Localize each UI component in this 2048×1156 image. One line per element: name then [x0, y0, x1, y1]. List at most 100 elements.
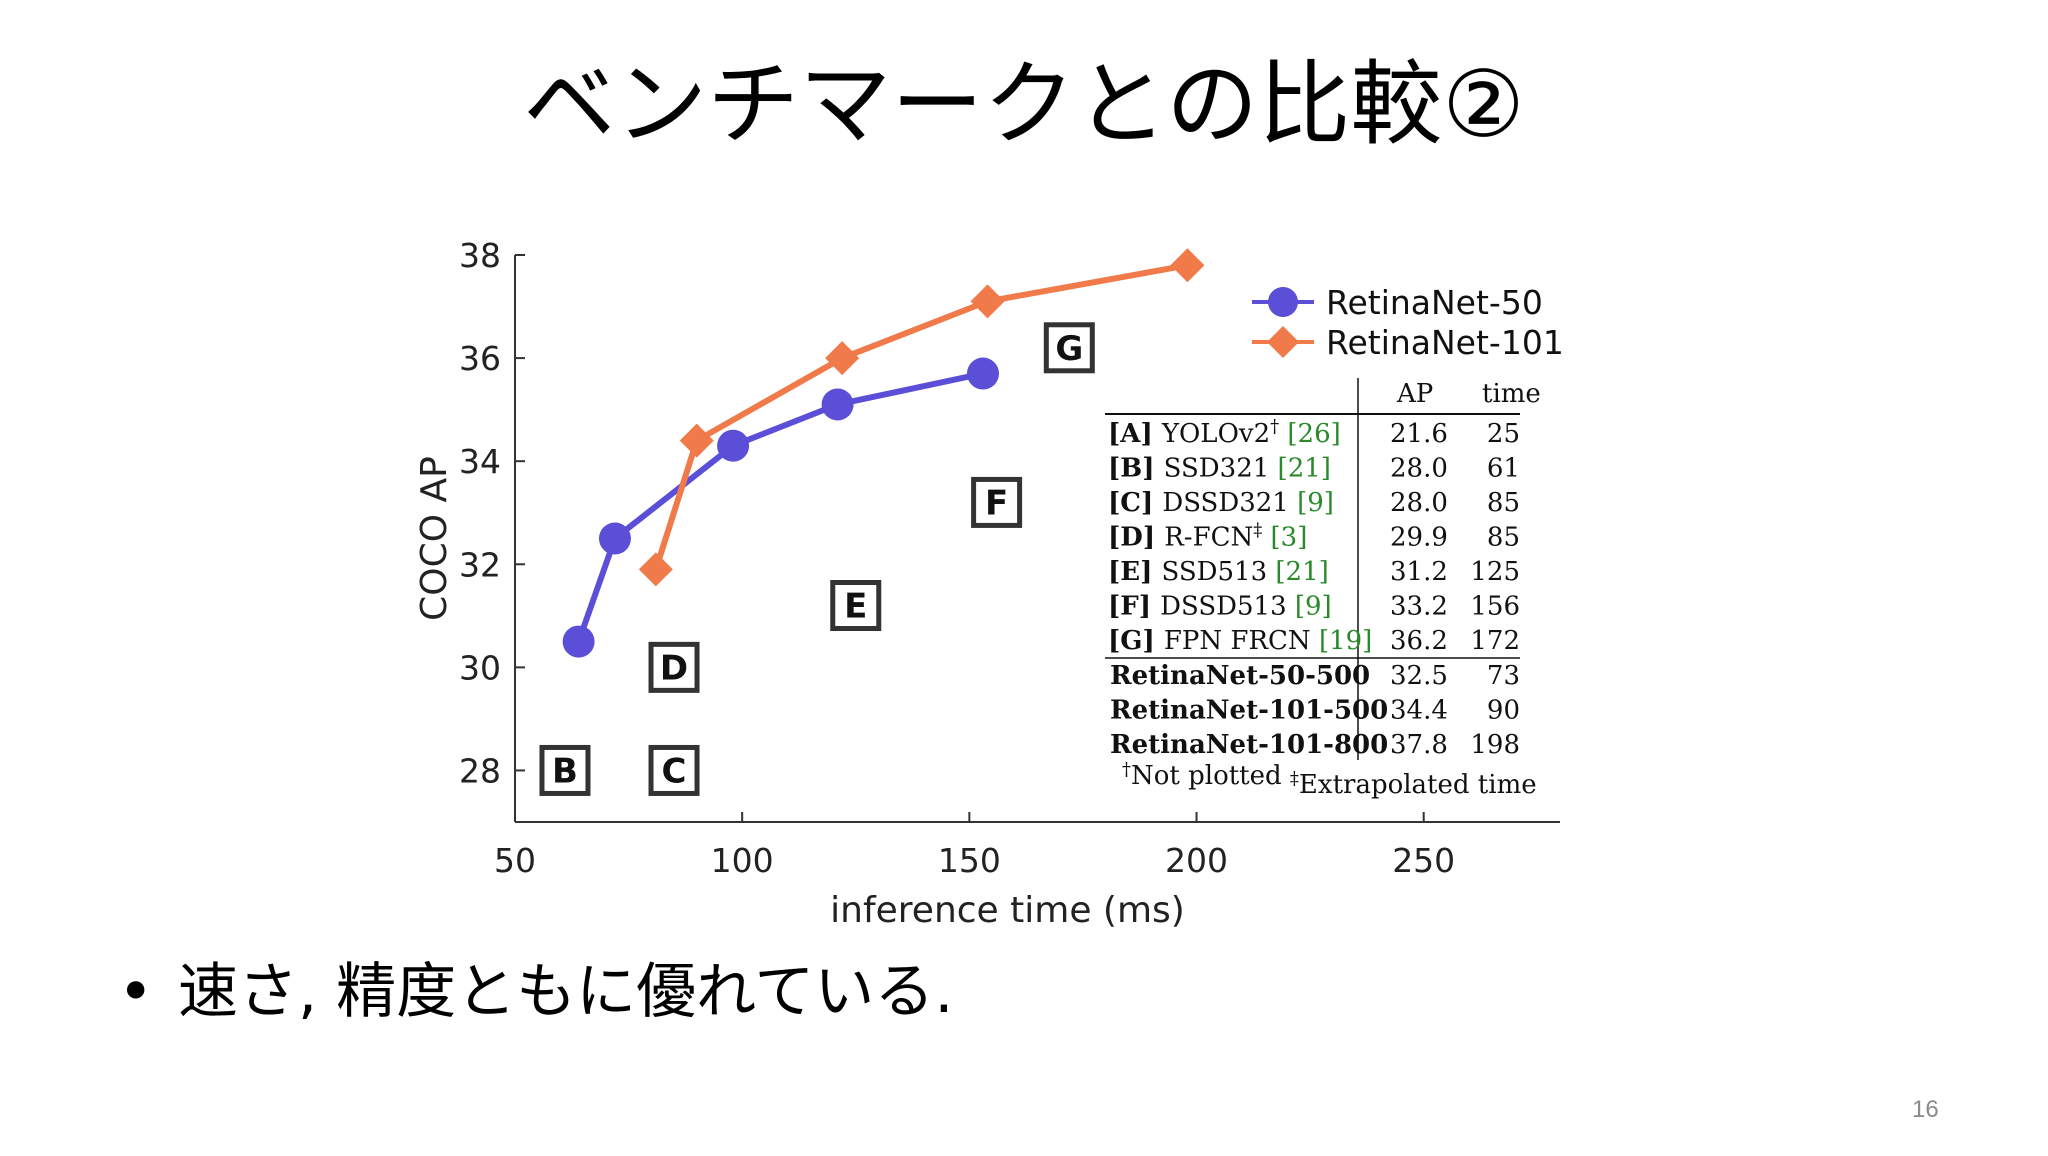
table-row-ap: 21.6 — [1390, 419, 1448, 449]
series-layer — [562, 248, 1205, 658]
table-row-ap: 31.2 — [1390, 557, 1448, 587]
y-tick-label: 28 — [459, 751, 501, 790]
table-row-footnote-mark: ‡ — [1253, 520, 1262, 541]
table-row-spacer — [1289, 488, 1297, 518]
box-marker — [1043, 322, 1095, 374]
x-axis-title: inference time (ms) — [830, 890, 1185, 931]
table-row-time: 85 — [1487, 523, 1520, 553]
legend-label: RetinaNet-101 — [1326, 323, 1564, 362]
table-row-ref: [26] — [1287, 419, 1340, 449]
comparison-table: AP time [A] YOLOv2† [26] 21.6 25 [B] SSD321 [… — [1105, 378, 1541, 800]
table-row-name: [B] SSD321 [21] — [1108, 454, 1331, 484]
table-row-ap: 28.0 — [1390, 488, 1448, 518]
y-tick-label: 38 — [459, 236, 501, 275]
y-tick-label: 30 — [459, 648, 501, 687]
data-point — [717, 429, 750, 462]
table-row-name: [A] YOLOv2† [26] — [1108, 416, 1341, 449]
table-row-time: 125 — [1470, 557, 1520, 587]
data-point — [562, 625, 595, 658]
footnote-dagger-text: Not plotted — [1131, 761, 1282, 791]
table-row-ref: [21] — [1278, 454, 1331, 484]
table-row-ap: 36.2 — [1390, 626, 1448, 656]
table-header-time: time — [1482, 379, 1541, 409]
footnote-spacer — [1282, 770, 1290, 800]
table-retinanet-name: RetinaNet-101-500 — [1110, 696, 1388, 726]
table-row-method: YOLOv2 — [1161, 419, 1270, 449]
table-row-name: [C] DSSD321 [9] — [1108, 488, 1334, 518]
table-row-spacer — [1311, 626, 1319, 656]
table-row-ref: [19] — [1319, 626, 1372, 656]
table-row-time: 85 — [1487, 488, 1520, 518]
table-row-spacer — [1267, 557, 1275, 587]
table-row-ap: 28.0 — [1390, 454, 1448, 484]
x-tick-label: 150 — [938, 841, 1001, 880]
series-line — [575, 370, 984, 643]
footnote-ddagger: ‡ — [1290, 768, 1299, 789]
table-row-method: DSSD321 — [1162, 488, 1288, 518]
bullet-text: 速さ, 精度ともに優れている. — [178, 957, 954, 1027]
box-marker — [648, 744, 700, 796]
legend-marker — [1267, 326, 1299, 358]
box-marker-label: G — [1055, 329, 1083, 369]
table-row-time: 172 — [1470, 626, 1520, 656]
y-tick-label: 34 — [459, 442, 501, 481]
data-point — [598, 522, 631, 555]
table-retinanet-ap: 32.5 — [1390, 661, 1448, 691]
box-marker — [830, 580, 882, 632]
table-row-name: [G] FPN FRCN [19] — [1108, 626, 1372, 656]
y-axis-title: COCO AP — [414, 456, 455, 621]
table-row-ref: [9] — [1295, 592, 1332, 622]
table-retinanet-time: 73 — [1487, 661, 1520, 691]
box-marker — [648, 641, 700, 693]
footnote-ddagger-text: Extrapolated time — [1299, 770, 1537, 800]
table-row-spacer — [1262, 523, 1270, 553]
table-retinanet-time: 90 — [1487, 696, 1520, 726]
table-row-ref: [3] — [1271, 523, 1308, 553]
table-retinanet-time: 198 — [1470, 730, 1520, 760]
bullet-item: • 速さ, 精度ともに優れている. — [118, 952, 953, 1032]
x-tick-label: 100 — [711, 841, 774, 880]
box-marker-label: F — [985, 483, 1008, 523]
slide-title: ベンチマークとの比較② — [523, 51, 1525, 158]
table-row-name: [F] DSSD513 [9] — [1108, 592, 1332, 622]
table-row-time: 25 — [1487, 419, 1520, 449]
table-header-ap: AP — [1396, 379, 1433, 409]
table-retinanet-name: RetinaNet-101-800 — [1110, 730, 1388, 760]
table-row-name: [D] R-FCN‡ [3] — [1108, 520, 1307, 553]
x-tick-label: 50 — [494, 841, 536, 880]
box-marker-label: B — [552, 751, 578, 791]
table-row-time: 156 — [1470, 592, 1520, 622]
data-point — [679, 423, 714, 458]
table-row-ref: [21] — [1275, 557, 1328, 587]
table-row-ref: [9] — [1297, 488, 1334, 518]
table-row-key: [D] — [1108, 523, 1164, 553]
data-point — [825, 341, 860, 376]
box-marker-label: E — [844, 587, 867, 627]
table-row-method: SSD513 — [1161, 557, 1267, 587]
table-row-name: [E] SSD513 [21] — [1108, 557, 1329, 587]
footnote-dagger: † — [1122, 759, 1131, 780]
table-row-method: DSSD513 — [1160, 592, 1286, 622]
data-point — [970, 284, 1005, 319]
table-row-spacer — [1287, 592, 1295, 622]
table-retinanet-ap: 37.8 — [1390, 730, 1448, 760]
table-row-method: FPN FRCN — [1164, 626, 1311, 656]
table-row-ap: 33.2 — [1390, 592, 1448, 622]
axes: 50 100 150 200 250 28 30 32 34 36 38 inference time… — [414, 236, 1560, 931]
legend-marker — [1268, 287, 1298, 317]
table-row-method: R-FCN — [1164, 523, 1253, 553]
table-row-spacer — [1279, 419, 1287, 449]
x-tick-label: 200 — [1165, 841, 1228, 880]
box-marker-label: D — [660, 648, 688, 688]
table-footnote: †Not plotted ‡Extrapolated time — [1122, 759, 1537, 800]
y-tick-label: 36 — [459, 339, 501, 378]
box-markers: B C D E F G — [539, 322, 1095, 796]
table-row-key: [B] — [1108, 454, 1164, 484]
table-row-spacer — [1269, 454, 1277, 484]
table-retinanet-name: RetinaNet-50-500 — [1110, 661, 1370, 691]
box-marker — [539, 744, 591, 796]
box-marker-label: C — [662, 751, 687, 791]
x-tick-label: 250 — [1392, 841, 1455, 880]
data-point — [638, 552, 673, 587]
